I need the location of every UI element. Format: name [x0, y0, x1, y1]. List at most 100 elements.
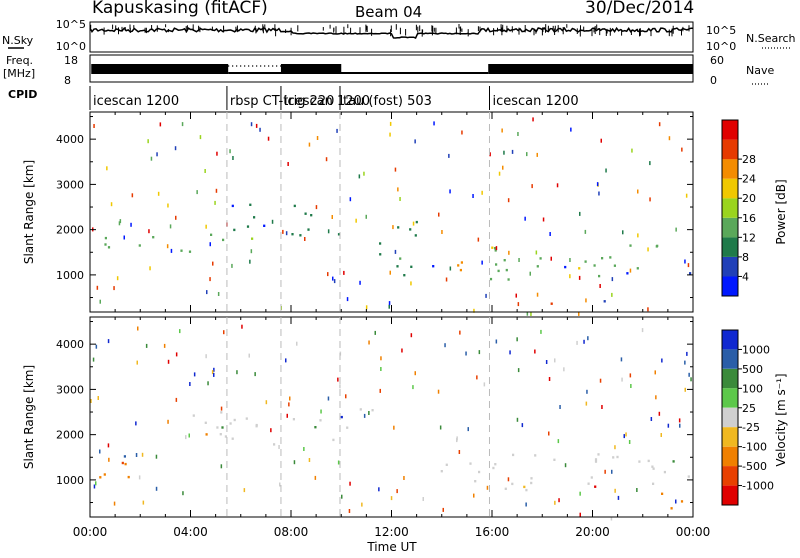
velocity-speck	[554, 500, 556, 505]
power-cbar-swatch-4	[722, 198, 738, 218]
power-speck	[579, 211, 581, 216]
power-speck	[501, 128, 503, 133]
power-speck	[212, 261, 214, 266]
x-tick-label-5: 20:00	[575, 525, 610, 539]
velocity-speck	[167, 359, 170, 364]
noise-left-tick-top: 10^5	[56, 18, 86, 31]
power-speck	[508, 250, 510, 255]
power-speck	[529, 271, 531, 276]
power-speck	[658, 122, 661, 127]
noise-search-spikes	[90, 24, 690, 37]
velocity-speck	[545, 360, 548, 364]
cpid-label-0: icescan 1200	[93, 94, 179, 109]
velocity-ytick-label-3: 4000	[56, 338, 84, 351]
power-speck	[333, 279, 336, 284]
velocity-speck	[374, 330, 376, 335]
velocity-speck	[213, 372, 215, 377]
velocity-speck	[361, 502, 363, 507]
power-cell	[584, 260, 587, 263]
velocity-speck	[113, 501, 116, 506]
velocity-speck	[92, 357, 95, 362]
velocity-speck	[135, 421, 137, 426]
power-speck	[167, 203, 169, 208]
velocity-speck	[223, 330, 225, 335]
power-region-2	[379, 220, 418, 277]
velocity-cell	[124, 462, 127, 466]
velocity-speck	[193, 372, 196, 377]
velocity-cell	[587, 482, 590, 485]
velocity-cell	[474, 480, 477, 483]
velocity-cell	[245, 417, 248, 420]
velocity-speck	[630, 384, 632, 388]
velocity-speck	[688, 372, 690, 377]
velocity-speck	[345, 394, 347, 399]
power-speck	[316, 136, 319, 140]
freq-band-0	[91, 64, 229, 74]
velocity-cell	[204, 421, 207, 424]
nave-label: Nave	[746, 64, 774, 77]
power-speck	[687, 263, 690, 268]
velocity-cell	[359, 408, 362, 411]
power-speck	[206, 290, 208, 295]
power-sparse-echoes	[92, 117, 690, 316]
velocity-cell	[590, 476, 593, 479]
power-speck	[637, 233, 639, 238]
velocity-speck	[690, 377, 692, 382]
velocity-speck	[380, 356, 382, 361]
power-region-0	[104, 233, 225, 253]
velocity-cell	[224, 435, 227, 438]
power-data	[92, 117, 692, 316]
velocity-cell	[273, 443, 276, 446]
power-speck	[397, 187, 399, 192]
velocity-cell	[616, 455, 619, 459]
velocity-speck	[473, 493, 475, 498]
velocity-speck	[188, 433, 190, 438]
velocity-speck	[211, 370, 214, 375]
velocity-speck	[465, 351, 467, 356]
velocity-cbar-swatch-8	[722, 485, 738, 505]
velocity-speck	[629, 373, 632, 378]
velocity-speck	[483, 382, 486, 387]
velocity-speck	[175, 352, 178, 357]
velocity-region-3	[661, 492, 684, 510]
power-ylabel: Slant Range [km]	[22, 160, 36, 264]
velocity-cell	[652, 467, 655, 470]
power-speck	[569, 274, 571, 279]
velocity-cell	[663, 470, 666, 474]
cpid-label-2: icescan 1200	[284, 94, 370, 109]
power-speck	[170, 248, 173, 253]
velocity-speck	[583, 339, 585, 344]
velocity-speck	[684, 360, 686, 365]
velocity-speck	[337, 377, 339, 382]
velocity-speck	[90, 399, 92, 403]
velocity-speck	[207, 381, 209, 386]
power-speck	[681, 147, 683, 152]
power-cell	[104, 243, 107, 246]
velocity-cbar-tick-label-3: 25	[742, 402, 756, 415]
velocity-speck	[379, 388, 381, 393]
power-cell	[414, 234, 417, 237]
power-speck	[365, 305, 368, 310]
power-cbar-swatch-1	[722, 256, 738, 277]
power-speck	[231, 263, 233, 268]
power-speck	[485, 293, 487, 298]
velocity-speck	[563, 367, 565, 372]
power-speck	[271, 219, 274, 224]
power-cbar-tick-label-1: 8	[742, 251, 749, 264]
power-speck	[605, 168, 607, 173]
freq-band-2	[488, 64, 693, 74]
velocity-cbar-swatch-2	[722, 368, 738, 389]
velocity-speck	[636, 488, 638, 492]
x-tick-label-2: 08:00	[274, 525, 309, 539]
power-speck	[600, 138, 602, 143]
cpid-label: CPID	[8, 88, 37, 101]
power-cell	[310, 214, 313, 217]
power-speck	[526, 311, 529, 316]
velocity-cbar-frame	[721, 329, 739, 506]
power-cell	[379, 253, 382, 256]
power-speck	[199, 135, 202, 140]
power-cbar-swatch-3	[722, 217, 738, 238]
power-speck	[99, 299, 101, 304]
freq-right-tick-bottom: 0	[710, 74, 717, 87]
power-speck	[526, 152, 528, 157]
